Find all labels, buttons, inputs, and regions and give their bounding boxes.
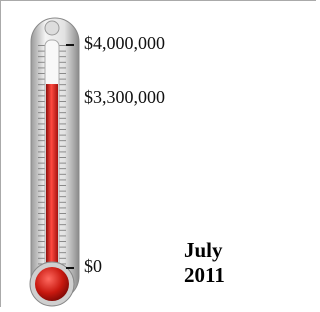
bulb (35, 267, 69, 301)
page: $0 $4,000,000 $3,300,000 July 2011 (0, 0, 316, 307)
chart: $0 $4,000,000 $3,300,000 (0, 0, 316, 307)
value-label: $3,300,000 (84, 87, 165, 107)
y-tick-label: $4,000,000 (84, 33, 165, 53)
annotation: July 2011 (184, 238, 244, 288)
thermometer-cap (45, 21, 59, 35)
y-tick-label: $0 (84, 256, 102, 276)
mercury (46, 84, 58, 290)
